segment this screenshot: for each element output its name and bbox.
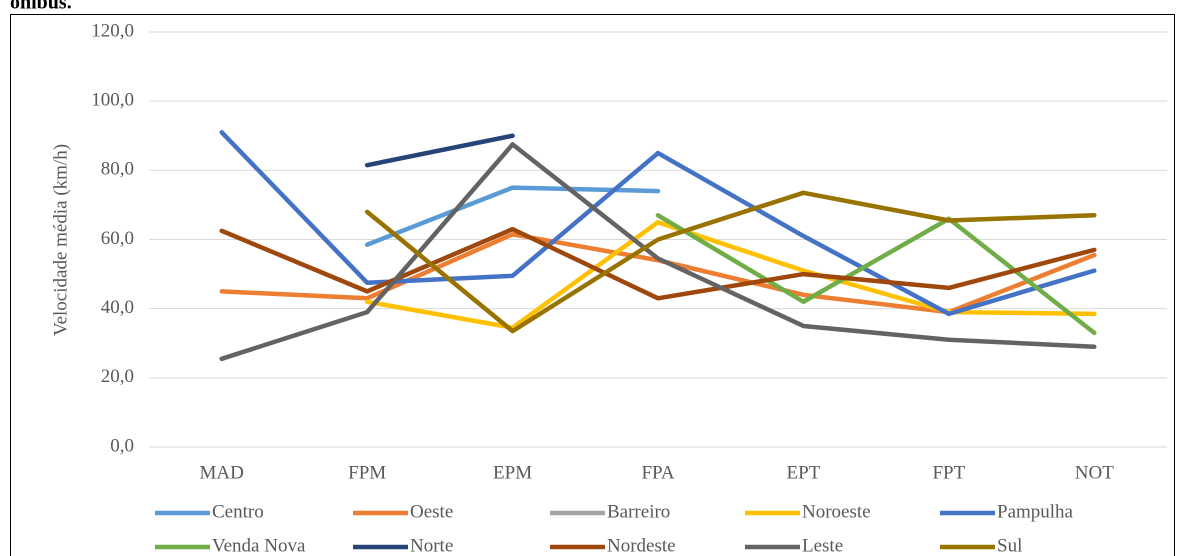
legend-label: Noroeste	[802, 501, 871, 522]
y-axis-label: Velocidade média (km/h)	[50, 144, 71, 336]
legend-label: Pampulha	[997, 501, 1074, 522]
y-tick-label: 80,0	[101, 159, 134, 180]
legend-label: Oeste	[410, 501, 453, 522]
x-tick-label: EPM	[493, 462, 532, 483]
legend-label: Sul	[997, 535, 1022, 556]
y-tick-label: 40,0	[101, 297, 134, 318]
y-tick-label: 0,0	[110, 435, 134, 456]
y-tick-label: 20,0	[101, 366, 134, 387]
legend-label: Centro	[212, 501, 264, 522]
legend-label: Norte	[410, 535, 453, 556]
x-tick-label: NOT	[1075, 462, 1114, 483]
x-tick-label: FPM	[348, 462, 386, 483]
chart-title: ônibus.	[10, 0, 72, 14]
y-tick-label: 120,0	[91, 20, 134, 41]
series-line	[364, 219, 1097, 330]
series-line	[364, 190, 1097, 334]
legend-label: Barreiro	[607, 501, 670, 522]
x-tick-label: FPA	[641, 462, 674, 483]
x-tick-label: EPT	[787, 462, 821, 483]
frame	[10, 14, 1175, 556]
series-line	[219, 142, 1097, 362]
legend-label: Leste	[802, 535, 843, 556]
series-line	[219, 226, 1097, 301]
series-line	[364, 185, 661, 247]
legend-label: Venda Nova	[212, 535, 306, 556]
series-line	[655, 213, 1097, 336]
legend-label: Nordeste	[607, 535, 676, 556]
series-line	[364, 133, 515, 168]
y-tick-label: 60,0	[101, 228, 134, 249]
series-line	[219, 130, 1097, 317]
x-tick-label: MAD	[200, 462, 244, 483]
y-tick-label: 100,0	[91, 90, 134, 111]
x-tick-label: FPT	[932, 462, 965, 483]
